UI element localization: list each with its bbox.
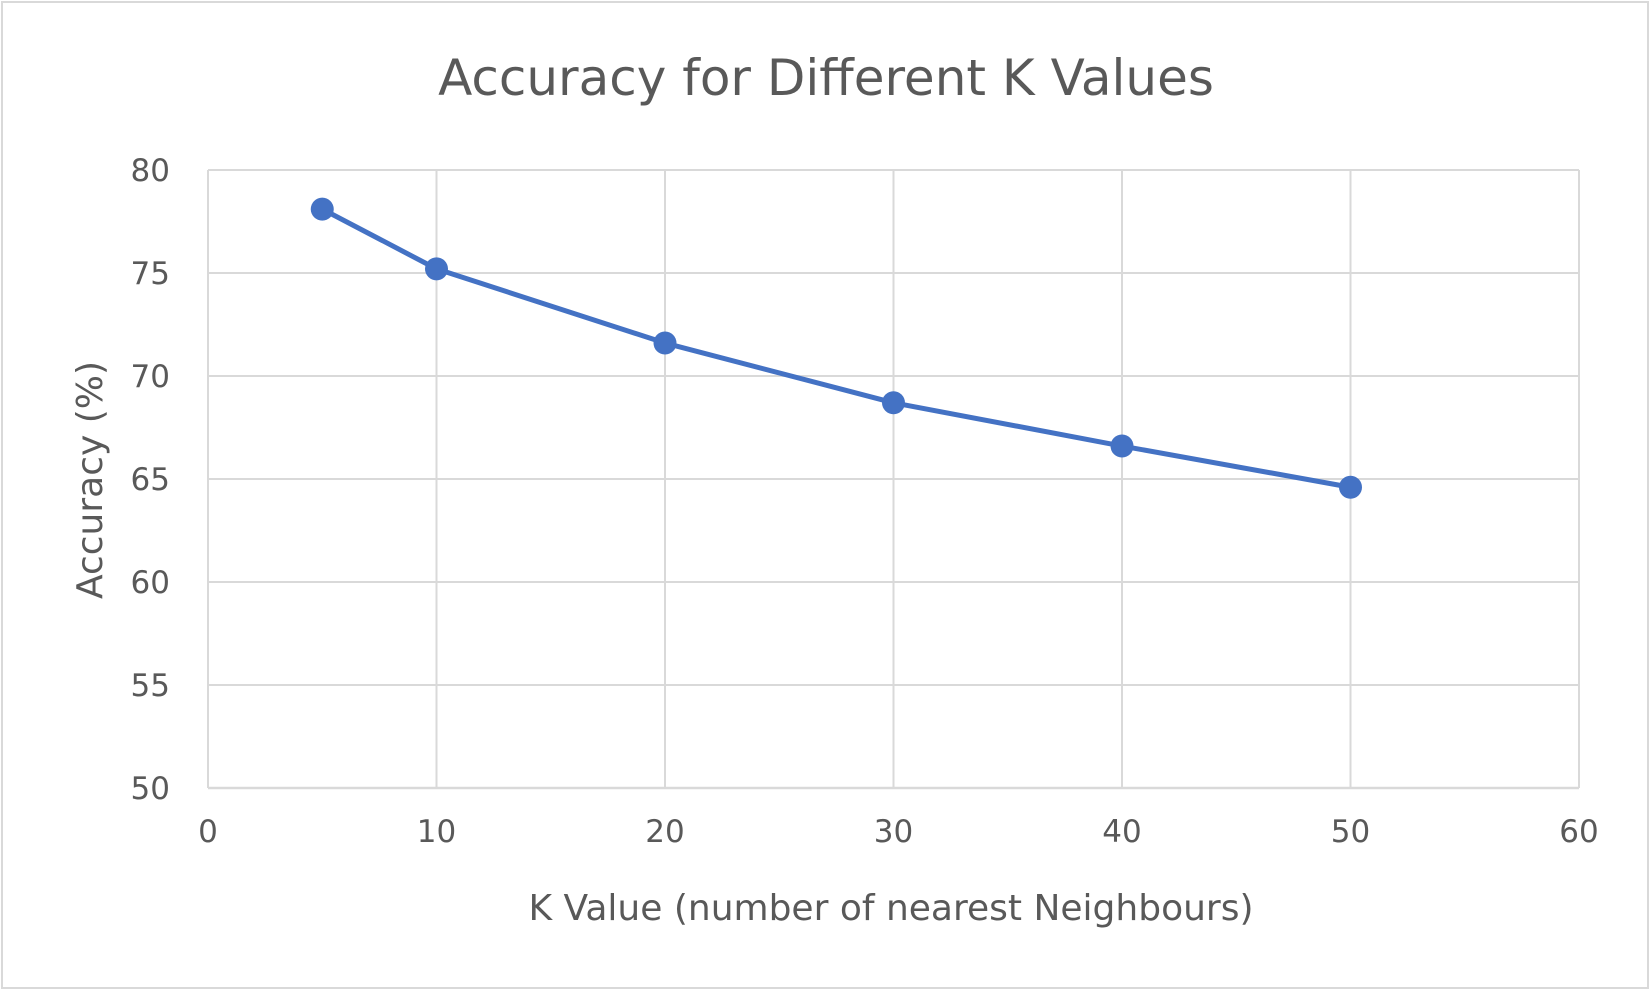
grid bbox=[207, 169, 1580, 790]
data-point-k-5 bbox=[310, 197, 334, 221]
chart-title: Accuracy for Different K Values bbox=[438, 49, 1214, 107]
x-tick-label-50: 50 bbox=[1331, 814, 1370, 850]
x-tick-label-30: 30 bbox=[874, 814, 913, 850]
y-tick-label-70: 70 bbox=[131, 359, 170, 395]
series-line-0 bbox=[319, 206, 1353, 490]
x-tick-label-0: 0 bbox=[198, 814, 218, 850]
y-tick-label-80: 80 bbox=[131, 153, 170, 189]
data-point-k-30 bbox=[882, 391, 905, 415]
x-tick-label-40: 40 bbox=[1102, 814, 1141, 850]
data-point-k-40 bbox=[1110, 434, 1134, 458]
x-tick-label-60: 60 bbox=[1559, 814, 1598, 850]
y-tick-label-55: 55 bbox=[131, 668, 170, 704]
y-tick-label-75: 75 bbox=[131, 256, 170, 292]
data-point-k-20 bbox=[653, 331, 677, 355]
series-group bbox=[310, 197, 1362, 499]
x-axis-title: K Value (number of nearest Neighbours) bbox=[528, 888, 1253, 929]
y-tick-label-65: 65 bbox=[131, 462, 170, 498]
y-axis-title: Accuracy (%) bbox=[70, 361, 111, 599]
x-tick-label-10: 10 bbox=[417, 814, 456, 850]
data-point-k-10 bbox=[425, 257, 448, 281]
y-tick-label-60: 60 bbox=[131, 565, 170, 601]
y-axis-ticks: 50 55 60 65 70 75 80 bbox=[131, 153, 170, 807]
x-axis-ticks: 0 10 20 30 40 50 60 bbox=[198, 814, 1599, 850]
x-tick-label-20: 20 bbox=[645, 814, 684, 850]
data-point-k-50 bbox=[1339, 475, 1362, 499]
y-tick-label-50: 50 bbox=[131, 771, 170, 807]
